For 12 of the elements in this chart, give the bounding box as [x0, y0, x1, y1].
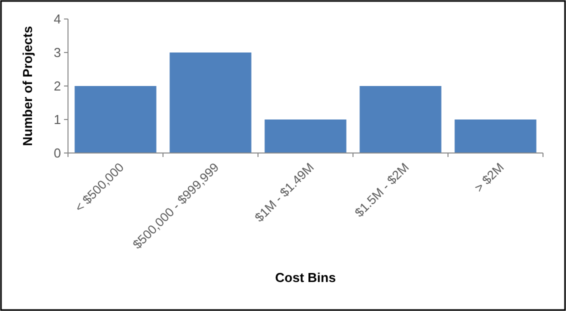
y-tick-label: 2 [54, 78, 61, 94]
bar [170, 52, 252, 153]
y-tick-label: 1 [54, 112, 61, 128]
y-axis-title: Number of Projects [20, 26, 35, 146]
y-tick-label: 0 [54, 146, 61, 161]
y-tick-label: 4 [54, 12, 61, 27]
x-axis-title: Cost Bins [275, 270, 336, 285]
bar [454, 120, 536, 153]
bar [264, 120, 346, 153]
bar [74, 86, 156, 153]
bar [360, 86, 442, 153]
y-tick-label: 3 [54, 45, 61, 60]
